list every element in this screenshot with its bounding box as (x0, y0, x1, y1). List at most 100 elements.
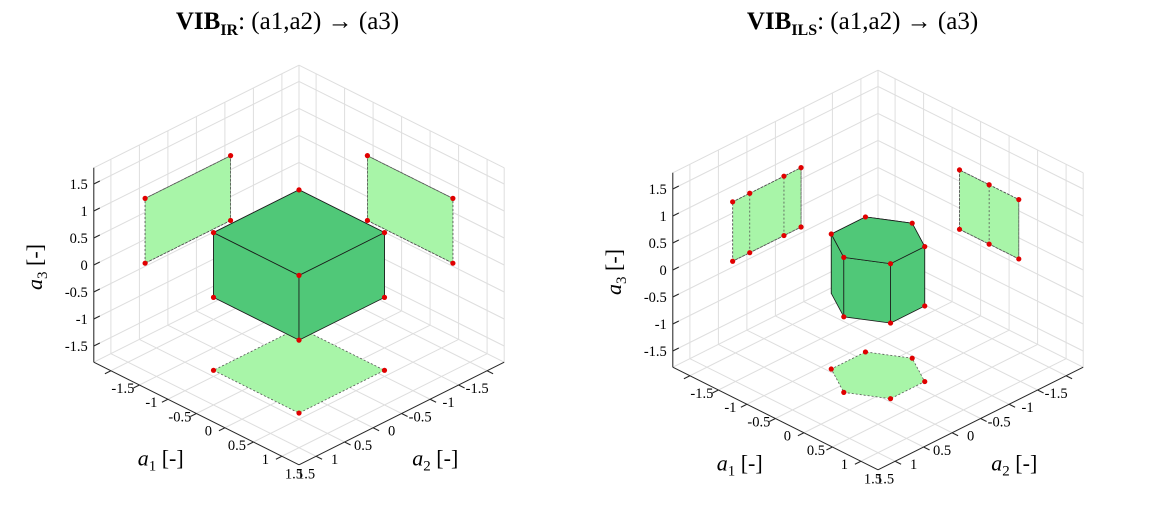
a3-tick (93, 180, 101, 185)
vertex-marker (296, 337, 302, 343)
a3-tick-label: -1.5 (65, 339, 88, 355)
a1-tick-label: -0.5 (409, 409, 432, 425)
a1-axis-label-unit: [-] (735, 451, 762, 476)
a2-axis-label-sub: 2 (423, 459, 431, 475)
a2-tick-label: 0.5 (807, 443, 825, 459)
projection-a1a2 (212, 327, 386, 414)
a2-tick-label: -1 (145, 395, 157, 411)
a2-tick-label: 1 (841, 457, 848, 473)
a1-tick-label: 0 (388, 424, 395, 440)
a1-tick (344, 441, 351, 446)
a1-tick (951, 432, 959, 437)
vertex-marker (781, 173, 787, 179)
vertex-marker (956, 167, 963, 173)
a2-tick (190, 413, 197, 417)
grid-edge (877, 69, 1084, 174)
a2-tick-label: 1 (262, 452, 269, 468)
vertex-marker (798, 224, 804, 230)
a3-tick-label: 0 (81, 258, 88, 274)
a3-tick (672, 239, 680, 244)
grid-line (672, 85, 879, 190)
vertex-marker (956, 226, 963, 232)
vertex-marker (450, 260, 456, 266)
grid-line (877, 112, 1084, 217)
vertex-marker (747, 190, 753, 196)
grid-line (139, 338, 345, 443)
a3-tick (672, 185, 680, 190)
vertex-marker (922, 303, 928, 309)
a2-tick-label: -0.5 (747, 414, 770, 430)
a1-tick (429, 398, 437, 403)
a2-tick (161, 398, 169, 403)
a1-axis-label-sub: 1 (149, 459, 157, 475)
a1-tick-label: 0.5 (933, 443, 951, 459)
a2-axis-label-var: a (991, 451, 1002, 476)
a3-tick (672, 347, 680, 352)
grid-line (281, 353, 488, 457)
a1-tick (1065, 375, 1073, 380)
a3-tick-label: -1 (76, 312, 88, 328)
a2-tick (826, 446, 833, 451)
a3-tick-label: -0.5 (65, 285, 88, 301)
grid-line (110, 353, 317, 457)
grid-edge (672, 69, 879, 174)
a2-tick-label: -0.5 (168, 409, 191, 425)
grid-edge (298, 64, 505, 169)
vertex-marker (887, 320, 894, 326)
a3-tick-label: 0 (660, 263, 667, 279)
a2-tick-label: 0 (205, 424, 212, 440)
vertex-marker (730, 258, 736, 264)
a2-axis-label-unit: [-] (1010, 451, 1037, 476)
a1-axis-label: a1 [-] (138, 446, 184, 475)
a1-axis-label-sub: 1 (728, 464, 736, 480)
a2-tick-label: 1.5 (864, 471, 882, 487)
grid-line (298, 80, 505, 185)
vertex-marker (228, 153, 234, 159)
vertex-marker (747, 250, 753, 256)
a3-axis-label-unit: [-] (601, 249, 626, 276)
a2-tick (854, 460, 862, 465)
chart-title: VIBILS: (a1,a2) → (a3) (746, 8, 979, 39)
a1-tick-label: -1 (1022, 400, 1034, 416)
a3-tick (672, 293, 680, 298)
a2-tick (712, 389, 719, 394)
chart-panel-ils: VIBILS: (a1,a2) → (a3) -1.5 -1 -0.5 0 0.5 1 1.… (575, 0, 1150, 528)
vertex-marker (922, 378, 928, 385)
vertex-marker (296, 272, 302, 278)
a3-tick (672, 266, 680, 271)
a3-tick-label: 0.5 (70, 231, 88, 247)
a1-tick-label: 1 (910, 457, 917, 473)
grid-edge (93, 64, 300, 169)
a3-axis-label: a3 [-] (601, 249, 630, 295)
vertex-marker (828, 231, 834, 237)
a1-axis-label: a1 [-] (717, 451, 763, 480)
a2-tick (797, 432, 805, 437)
a1-tick (1008, 403, 1016, 408)
a3-tick (93, 261, 101, 266)
a1-axis-label-var: a (138, 446, 149, 471)
a3-tick (93, 342, 101, 347)
a3-tick-label: 1 (660, 209, 667, 225)
a1-tick (923, 446, 930, 451)
vertex-marker (142, 195, 148, 201)
a2-tick-label: -1.5 (111, 381, 134, 397)
grid-line (93, 80, 300, 185)
a1-tick (894, 460, 902, 465)
a2-tick-label: 0 (784, 429, 791, 445)
vertex-marker (887, 261, 894, 267)
a3-axis-label-var: a (601, 284, 626, 295)
a3-tick (672, 212, 680, 217)
projection-a1a3 (732, 166, 802, 262)
a1-tick-label: 1.5 (297, 466, 315, 482)
vertex-marker (841, 254, 847, 260)
a3-tick-label: 1.5 (70, 177, 88, 193)
a3-tick-label: -0.5 (644, 290, 667, 306)
a1-tick-label: -1.5 (1045, 386, 1068, 402)
vertex-marker (909, 220, 915, 226)
a1-tick (315, 455, 323, 460)
vertex-marker (364, 217, 370, 224)
a1-axis-label-unit: [-] (156, 446, 183, 471)
chart-plot-ir: -1.5 -1 -0.5 0 0.5 1 1.5 -1.5 -1 -0.5 0 0.5 1 1.5 -1.5… (22, 64, 505, 482)
a3-axis-label: a3 [-] (22, 244, 51, 290)
a1-tick-label: -1.5 (466, 381, 489, 397)
